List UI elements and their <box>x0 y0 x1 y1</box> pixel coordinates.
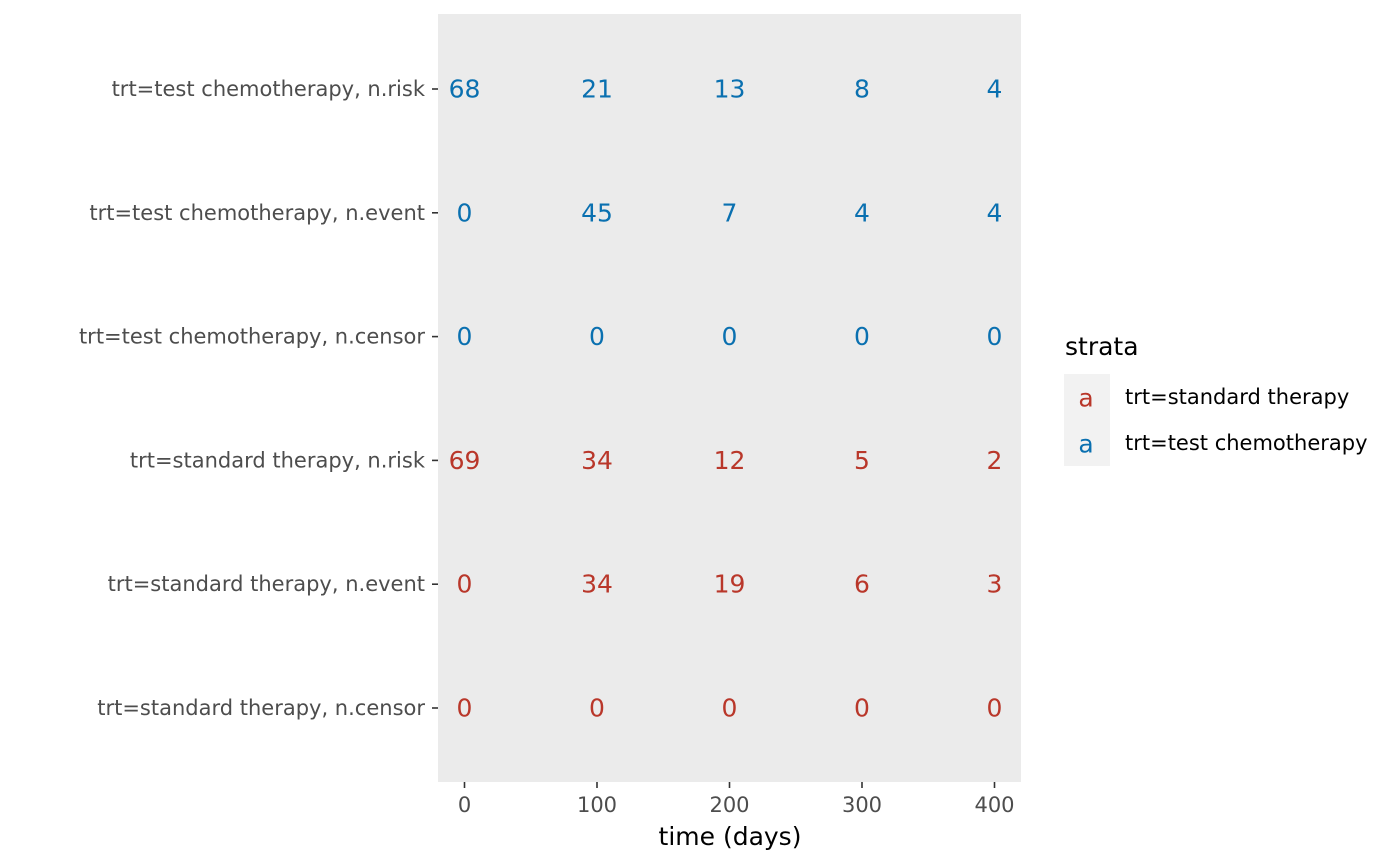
y-tick-label: trt=test chemotherapy, n.censor <box>79 325 425 349</box>
x-tick-label: 400 <box>974 793 1014 817</box>
table-cell-value: 0 <box>854 694 870 723</box>
x-axis-title: time (days) <box>659 822 802 851</box>
table-cells: 68 21 13 8 4 0 45 7 4 4 0 0 0 0 0 69 34 12 5 2 0 34 19 6 3 0 0 0 0 0 <box>449 75 1003 723</box>
x-tick-label: 200 <box>709 793 749 817</box>
x-tick-label: 100 <box>577 793 617 817</box>
table-cell-value: 69 <box>449 446 481 475</box>
legend-key-glyph: a <box>1078 384 1093 413</box>
legend-key-glyph: a <box>1078 430 1093 459</box>
table-cell-value: 0 <box>854 322 870 351</box>
legend-entry-label: trt=standard therapy <box>1125 385 1349 409</box>
y-axis: trt=test chemotherapy, n.risk trt=test ch… <box>79 77 438 720</box>
y-tick-label: trt=standard therapy, n.event <box>108 572 425 596</box>
table-cell-value: 34 <box>581 446 613 475</box>
table-cell-value: 0 <box>589 322 605 351</box>
table-cell-value: 12 <box>714 446 746 475</box>
legend-key <box>1064 420 1110 466</box>
table-cell-value: 0 <box>722 322 738 351</box>
table-cell-value: 0 <box>987 694 1003 723</box>
table-cell-value: 3 <box>987 570 1003 599</box>
table-cell-value: 0 <box>589 694 605 723</box>
table-cell-value: 6 <box>854 570 870 599</box>
table-cell-value: 7 <box>722 198 738 227</box>
table-cell-value: 0 <box>987 322 1003 351</box>
legend-key <box>1064 374 1110 420</box>
table-cell-value: 4 <box>987 75 1003 104</box>
table-cell-value: 13 <box>714 75 746 104</box>
table-cell-value: 5 <box>854 446 870 475</box>
table-cell-value: 68 <box>449 75 481 104</box>
table-cell-value: 0 <box>457 322 473 351</box>
y-tick-label: trt=standard therapy, n.risk <box>130 448 426 472</box>
legend: strata a trt=standard therapy a trt=test che… <box>1064 332 1368 466</box>
y-tick-label: trt=test chemotherapy, n.risk <box>112 77 426 101</box>
y-tick-label: trt=standard therapy, n.censor <box>97 696 425 720</box>
table-cell-value: 4 <box>987 198 1003 227</box>
table-cell-value: 2 <box>987 446 1003 475</box>
x-axis: 0 100 200 300 400 <box>458 782 1015 817</box>
table-cell-value: 0 <box>722 694 738 723</box>
y-tick-label: trt=test chemotherapy, n.event <box>89 201 425 225</box>
legend-title: strata <box>1065 332 1139 361</box>
table-cell-value: 34 <box>581 570 613 599</box>
table-cell-value: 8 <box>854 75 870 104</box>
table-cell-value: 0 <box>457 570 473 599</box>
table-cell-value: 0 <box>457 198 473 227</box>
table-cell-value: 0 <box>457 694 473 723</box>
table-cell-value: 21 <box>581 75 613 104</box>
plot-panel <box>438 14 1021 782</box>
table-cell-value: 19 <box>714 570 746 599</box>
legend-entry-label: trt=test chemotherapy <box>1125 431 1368 455</box>
table-cell-value: 45 <box>581 198 613 227</box>
x-tick-label: 300 <box>842 793 882 817</box>
x-tick-label: 0 <box>458 793 471 817</box>
table-cell-value: 4 <box>854 198 870 227</box>
